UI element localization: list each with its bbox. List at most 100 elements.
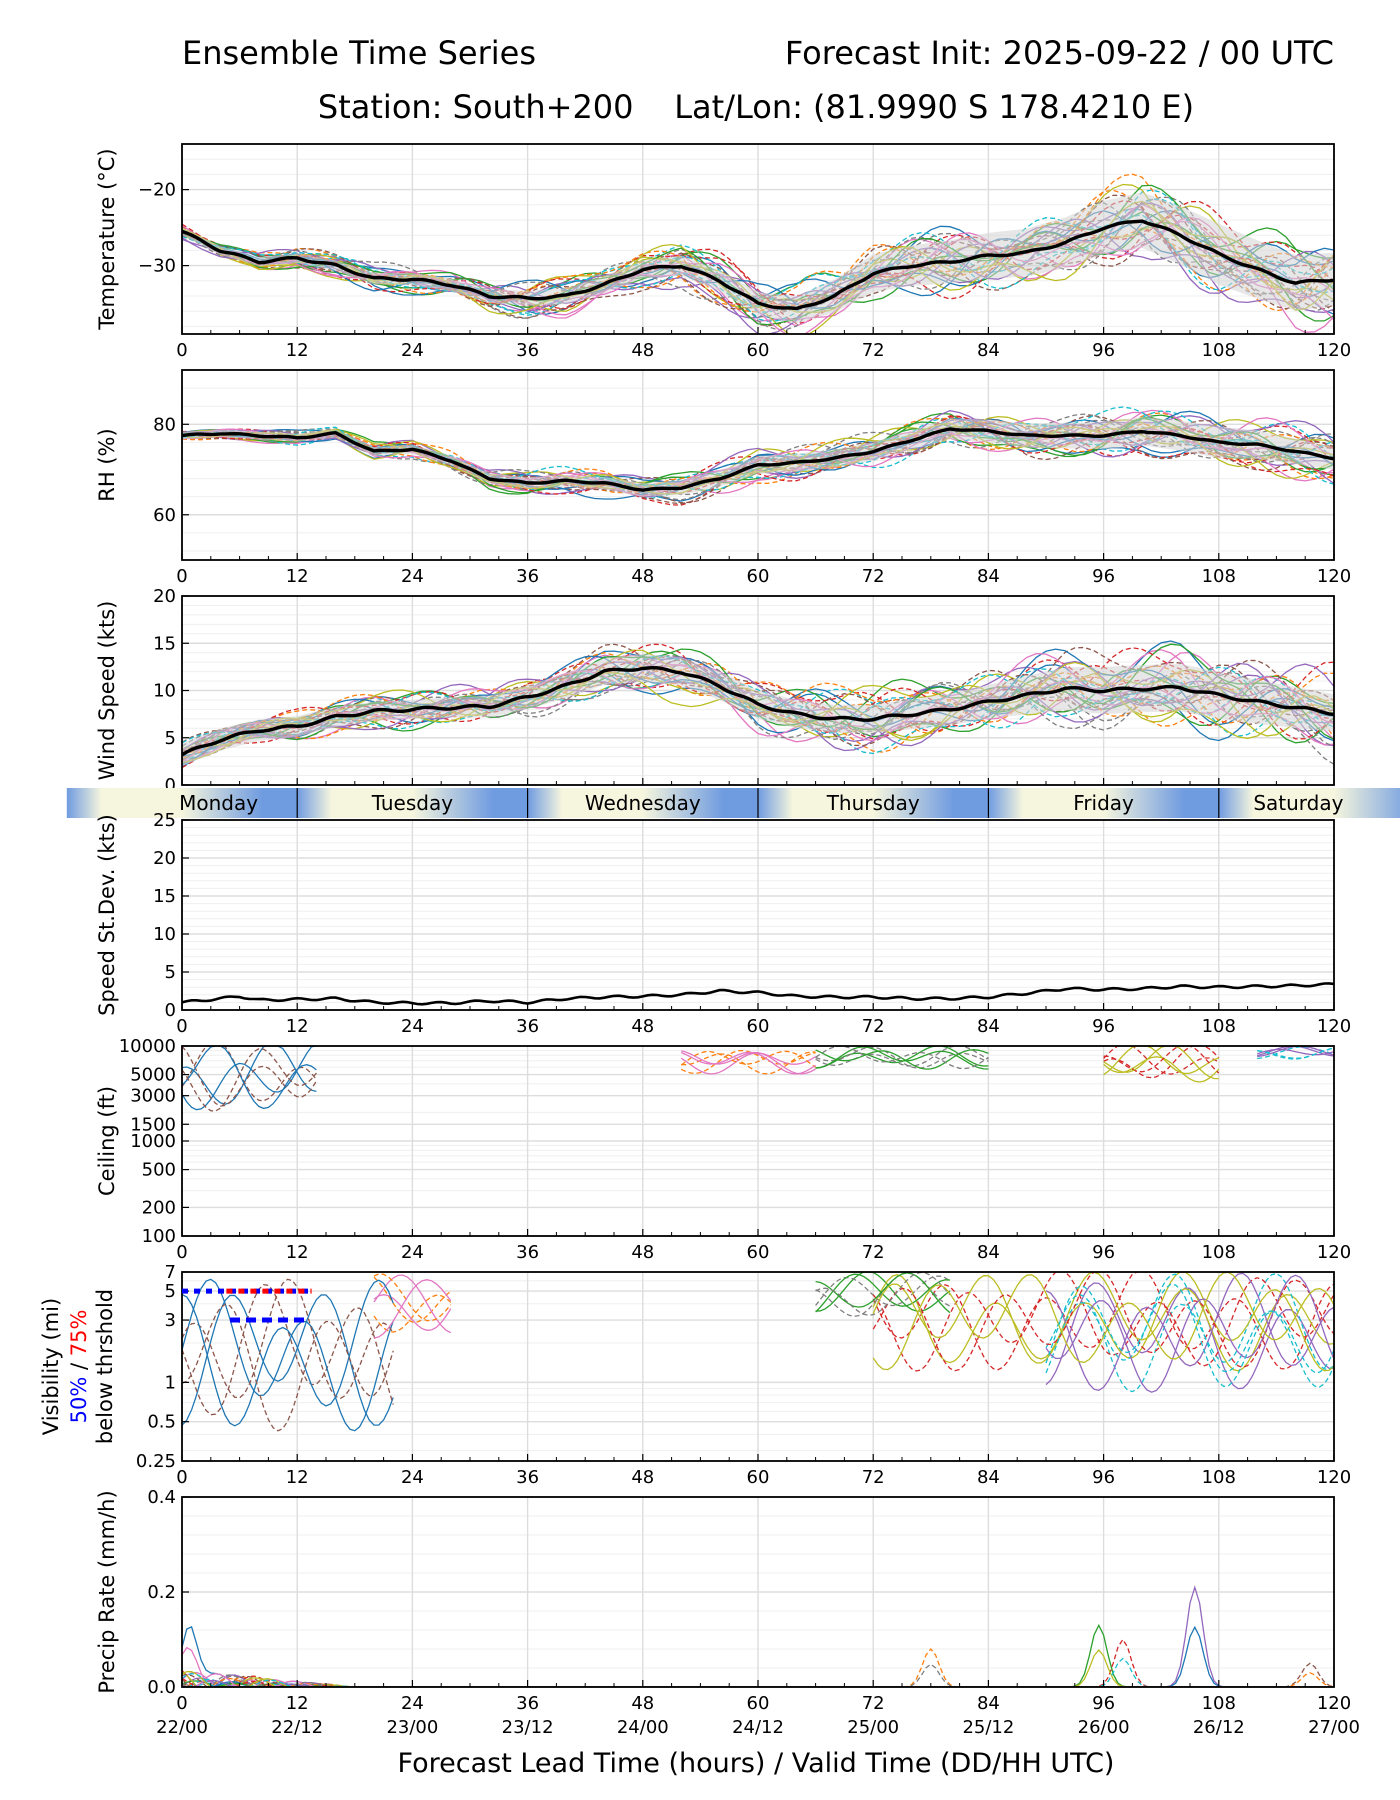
y-tick-label: 1 <box>165 1372 176 1393</box>
day-band <box>758 788 989 818</box>
y-tick-label: 20 <box>153 586 176 607</box>
member-line <box>182 1303 394 1432</box>
stdev-line <box>182 982 1334 1006</box>
x-tick-label: 24 <box>401 1467 424 1488</box>
y-axis-label-speed-sd: Speed St.Dev. (kts) <box>95 814 119 1016</box>
member-line <box>681 1050 816 1075</box>
x-tick-label: 0 <box>176 1467 187 1488</box>
x-tick-label: 12 <box>286 566 309 587</box>
day-label-wednesday: Wednesday <box>585 791 701 815</box>
x-tick-label: 0 <box>176 566 187 587</box>
y-tick-label: 100 <box>142 1226 176 1247</box>
valid-time-label: 24/12 <box>732 1717 784 1738</box>
x-tick-label: 60 <box>747 1242 770 1263</box>
day-band <box>1218 788 1400 818</box>
member-line <box>182 173 1334 313</box>
x-tick-label: 48 <box>631 1242 654 1263</box>
x-tick-label: 0 <box>176 340 187 361</box>
panel-visibility: 0 12 24 36 48 60 72 84 96 108 120 0.25 0.5 1 3 57 <box>136 1262 1351 1488</box>
member-line <box>815 1046 989 1070</box>
member-line <box>815 1272 951 1314</box>
member-line <box>815 1049 989 1070</box>
plot-area-speed_sd <box>182 982 1334 1006</box>
valid-time-label: 26/00 <box>1078 1717 1130 1738</box>
x-tick-label: 0 <box>176 1016 187 1037</box>
x-tick-label: 120 <box>1317 1242 1351 1263</box>
figure-title-right: Forecast Init: 2025-09-22 / 00 UTC <box>785 34 1334 72</box>
day-band <box>297 788 528 818</box>
member-line <box>1256 1048 1334 1056</box>
x-tick-label: 84 <box>977 566 1000 587</box>
y-tick-label: 0 <box>165 1000 176 1021</box>
x-tick-label: 108 <box>1202 1467 1236 1488</box>
x-tick-label: 36 <box>516 1242 539 1263</box>
x-tick-label: 48 <box>631 1016 654 1037</box>
member-line <box>182 1278 394 1400</box>
valid-time-label: 25/12 <box>962 1717 1014 1738</box>
x-tick-label: 48 <box>631 566 654 587</box>
member-line <box>1045 1272 1334 1391</box>
plot-area-visibility <box>182 1272 1334 1432</box>
member-line <box>1257 1047 1334 1060</box>
member-line <box>1103 1046 1220 1074</box>
x-tick-label: 0 <box>176 1693 187 1714</box>
y-tick-label: −20 <box>138 180 176 201</box>
y-axis-label-ceiling: Ceiling (ft) <box>95 1086 119 1196</box>
visibility-threshold-legend: 50% / 75% <box>67 1310 91 1424</box>
x-tick-label: 96 <box>1092 1016 1115 1037</box>
legend-50pct: 50% <box>67 1377 91 1424</box>
member-line <box>182 1046 317 1110</box>
y-tick-label: 0 <box>165 775 176 796</box>
x-tick-label: 84 <box>977 1016 1000 1037</box>
member-line <box>182 184 1334 326</box>
day-label-saturday: Saturday <box>1253 791 1343 815</box>
member-line <box>872 1272 1334 1372</box>
y-tick-label: 5000 <box>130 1065 176 1086</box>
y-tick-label: 15 <box>153 633 176 654</box>
valid-time-label: 25/00 <box>847 1717 899 1738</box>
y-tick-label: 0.5 <box>147 1412 176 1433</box>
x-tick-label: 96 <box>1092 340 1115 361</box>
member-line <box>1103 1046 1219 1080</box>
x-tick-label: 120 <box>1317 1016 1351 1037</box>
x-tick-label: 60 <box>747 340 770 361</box>
plot-area-rh <box>182 406 1334 506</box>
member-line <box>680 1051 816 1075</box>
y-tick-label: 15 <box>153 886 176 907</box>
member-line <box>182 1284 394 1416</box>
x-tick-label: 96 <box>1092 1242 1115 1263</box>
day-band <box>527 788 758 818</box>
x-tick-label: 72 <box>862 1242 885 1263</box>
x-tick-label: 24 <box>401 1693 424 1714</box>
x-tick-label: 60 <box>747 1693 770 1714</box>
y-tick-label: 80 <box>153 414 176 435</box>
member-line <box>373 1294 452 1331</box>
day-label-friday: Friday <box>1073 791 1134 815</box>
x-tick-label: 120 <box>1317 566 1351 587</box>
member-line <box>1045 1274 1334 1393</box>
x-tick-label: 108 <box>1202 566 1236 587</box>
panel-ceiling: 0 12 24 36 48 60 72 84 96 108 120 100 200 500 10001500… <box>119 1036 1351 1263</box>
x-tick-label: 72 <box>862 1693 885 1714</box>
day-label-thursday: Thursday <box>826 791 920 815</box>
member-line <box>1045 1273 1334 1388</box>
x-tick-label: 108 <box>1202 1016 1236 1037</box>
panel-precip: 0 12 24 36 48 60 72 84 96 108 120 0.0 0.2 0.4 <box>147 1487 1351 1714</box>
x-tick-label: 48 <box>631 1467 654 1488</box>
x-tick-label: 24 <box>401 566 424 587</box>
y-tick-label: −30 <box>138 256 176 277</box>
x-tick-label: 84 <box>977 1242 1000 1263</box>
x-tick-label: 12 <box>286 340 309 361</box>
x-tick-label: 96 <box>1092 1467 1115 1488</box>
member-line <box>815 1046 989 1067</box>
y-tick-label: 0.4 <box>147 1487 176 1508</box>
member-line <box>872 1272 1334 1372</box>
x-tick-label: 96 <box>1092 566 1115 587</box>
y-tick-label: 5 <box>165 1281 176 1302</box>
member-line <box>815 1046 989 1070</box>
y-tick-label: 5 <box>165 962 176 983</box>
panel-speed_sd: 0 12 24 36 48 60 72 84 96 108 120 0 5 10 15 20 25 <box>153 810 1351 1037</box>
y-tick-label: 3000 <box>130 1086 176 1107</box>
x-tick-label: 120 <box>1317 340 1351 361</box>
